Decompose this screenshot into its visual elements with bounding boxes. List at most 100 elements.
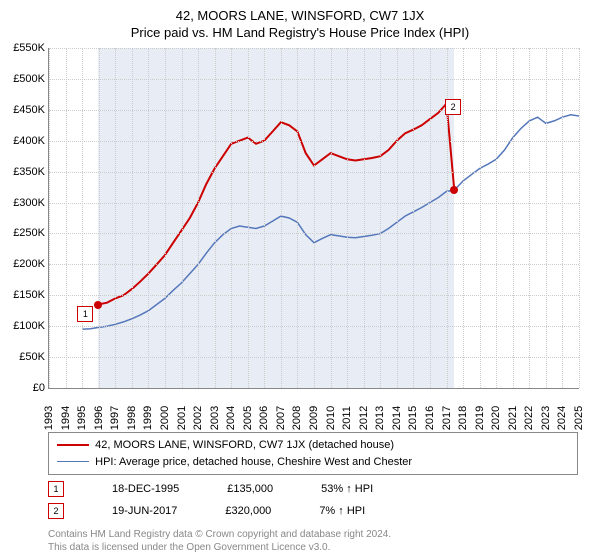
transaction-price: £135,000 (227, 483, 273, 495)
legend-swatch-series1 (57, 444, 89, 446)
gridline-v (49, 48, 50, 388)
footer-line1: Contains HM Land Registry data © Crown c… (48, 528, 391, 541)
x-axis-label: 1995 (76, 402, 88, 434)
transaction-date: 18-DEC-1995 (112, 483, 179, 495)
gridline-v (314, 48, 315, 388)
x-axis-label: 1994 (60, 402, 72, 434)
x-axis-label: 1996 (93, 402, 105, 434)
gridline-v (231, 48, 232, 388)
legend-label-series1: 42, MOORS LANE, WINSFORD, CW7 1JX (detac… (95, 439, 394, 451)
x-axis-label: 2009 (308, 402, 320, 434)
gridline-v (347, 48, 348, 388)
x-axis-label: 2023 (540, 402, 552, 434)
gridline-v (165, 48, 166, 388)
x-axis-label: 2021 (507, 402, 519, 434)
x-axis-label: 1998 (126, 402, 138, 434)
x-axis-label: 2012 (358, 402, 370, 434)
x-axis-label: 2007 (275, 402, 287, 434)
gridline-v (513, 48, 514, 388)
gridline-v (182, 48, 183, 388)
chart-title-address: 42, MOORS LANE, WINSFORD, CW7 1JX (0, 0, 600, 23)
plot-area: £0£50K£100K£150K£200K£250K£300K£350K£400… (48, 48, 579, 389)
gridline-v (215, 48, 216, 388)
x-axis-label: 2004 (225, 402, 237, 434)
footer-line2: This data is licensed under the Open Gov… (48, 541, 391, 554)
legend-label-series2: HPI: Average price, detached house, Ches… (95, 456, 412, 468)
line-series1-property (98, 104, 455, 305)
y-axis-label: £250K (5, 227, 45, 239)
gridline-v (496, 48, 497, 388)
transaction-price: £320,000 (225, 505, 271, 517)
transaction-vs-hpi: 7% ↑ HPI (319, 505, 365, 517)
gridline-v (248, 48, 249, 388)
gridline-v (132, 48, 133, 388)
x-axis-label: 2017 (441, 402, 453, 434)
x-axis-label: 2016 (424, 402, 436, 434)
x-axis-label: 2018 (457, 402, 469, 434)
gridline-v (364, 48, 365, 388)
legend-box: 42, MOORS LANE, WINSFORD, CW7 1JX (detac… (48, 432, 578, 475)
legend-swatch-series2 (57, 461, 89, 462)
x-axis-label: 2022 (523, 402, 535, 434)
y-axis-label: £400K (5, 135, 45, 147)
y-axis-label: £200K (5, 258, 45, 270)
x-axis-label: 2010 (325, 402, 337, 434)
gridline-v (66, 48, 67, 388)
gridline-v (380, 48, 381, 388)
gridline-v (397, 48, 398, 388)
gridline-v (297, 48, 298, 388)
gridline-v (480, 48, 481, 388)
legend-and-transactions: 42, MOORS LANE, WINSFORD, CW7 1JX (detac… (48, 432, 578, 519)
x-axis-label: 2020 (490, 402, 502, 434)
x-axis-label: 2011 (341, 402, 353, 434)
transaction-row: 219-JUN-2017£320,0007% ↑ HPI (48, 503, 578, 519)
x-axis-label: 2025 (573, 402, 585, 434)
transaction-marker-dot (94, 301, 102, 309)
gridline-v (264, 48, 265, 388)
transaction-marker-dot (450, 186, 458, 194)
gridline-v (430, 48, 431, 388)
y-axis-label: £350K (5, 166, 45, 178)
x-axis-label: 1997 (109, 402, 121, 434)
gridline-v (546, 48, 547, 388)
footer-licence: Contains HM Land Registry data © Crown c… (48, 528, 391, 554)
legend-item-series1: 42, MOORS LANE, WINSFORD, CW7 1JX (detac… (57, 437, 569, 454)
x-axis-label: 1993 (43, 402, 55, 434)
transaction-row: 1 18-DEC-1995 £135,000 53% ↑ HPI (48, 481, 578, 497)
gridline-v (463, 48, 464, 388)
x-axis-label: 2013 (374, 402, 386, 434)
gridline-v (579, 48, 580, 388)
gridline-v (331, 48, 332, 388)
legend-item-series2: HPI: Average price, detached house, Ches… (57, 454, 569, 471)
chart-container: 42, MOORS LANE, WINSFORD, CW7 1JX Price … (0, 0, 600, 560)
y-axis-label: £100K (5, 320, 45, 332)
y-axis-label: £500K (5, 73, 45, 85)
gridline-v (82, 48, 83, 388)
y-axis-label: £550K (5, 42, 45, 54)
x-axis-label: 2006 (258, 402, 270, 434)
y-axis-label: £150K (5, 289, 45, 301)
x-axis-label: 2015 (407, 402, 419, 434)
gridline-v (413, 48, 414, 388)
x-axis-label: 2001 (176, 402, 188, 434)
x-axis-label: 2002 (192, 402, 204, 434)
transaction-callout-box: 1 (77, 306, 93, 322)
x-axis-label: 2000 (159, 402, 171, 434)
x-axis-label: 2003 (209, 402, 221, 434)
gridline-v (115, 48, 116, 388)
gridline-v (148, 48, 149, 388)
y-axis-label: £50K (5, 351, 45, 363)
gridline-v (529, 48, 530, 388)
gridline-v (281, 48, 282, 388)
gridline-v (198, 48, 199, 388)
x-axis-label: 2005 (242, 402, 254, 434)
x-axis-label: 1999 (142, 402, 154, 434)
transaction-number-box: 1 (48, 481, 64, 497)
transaction-number-box: 2 (48, 503, 64, 519)
y-axis-label: £0 (5, 382, 45, 394)
y-axis-label: £450K (5, 104, 45, 116)
transaction-vs-hpi: 53% ↑ HPI (321, 483, 373, 495)
chart-subtitle: Price paid vs. HM Land Registry's House … (0, 23, 600, 40)
y-axis-label: £300K (5, 197, 45, 209)
transaction-callout-box: 2 (445, 99, 461, 115)
